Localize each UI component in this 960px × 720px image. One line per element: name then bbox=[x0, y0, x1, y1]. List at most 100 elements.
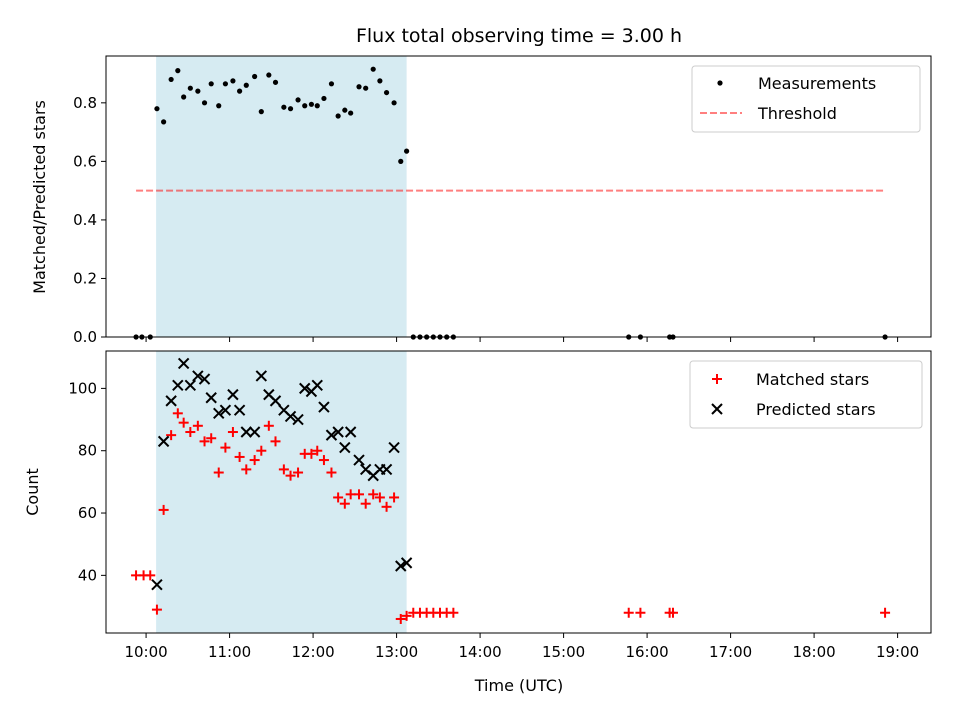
measurement-point bbox=[391, 100, 397, 106]
measurement-point bbox=[404, 148, 410, 154]
predicted-star-point bbox=[165, 395, 177, 407]
marker-stroke bbox=[339, 441, 351, 454]
matched-star-point bbox=[623, 607, 634, 618]
matched-star-point bbox=[145, 570, 156, 581]
measurement-point bbox=[237, 88, 243, 94]
measurement-point bbox=[230, 78, 236, 84]
measurement-point bbox=[181, 94, 187, 100]
predicted-star-point bbox=[311, 379, 323, 391]
measurement-point bbox=[168, 76, 174, 83]
matched-star-point bbox=[326, 467, 337, 478]
predicted-star-point bbox=[388, 441, 400, 454]
matched-star-point bbox=[192, 420, 203, 431]
bottom-y-tick-label: 80 bbox=[78, 442, 97, 460]
matched-star-point bbox=[249, 455, 260, 466]
matched-star-point bbox=[166, 430, 177, 441]
matched-star-point bbox=[285, 470, 296, 481]
top-legend: Measurements Threshold bbox=[691, 65, 921, 133]
marker-stroke bbox=[255, 370, 268, 382]
matched-star-point bbox=[263, 420, 274, 431]
measurement-point bbox=[195, 88, 201, 94]
predicted-star-point bbox=[318, 401, 330, 413]
marker-stroke bbox=[205, 392, 217, 404]
marker-stroke bbox=[219, 404, 232, 416]
matched-star-point bbox=[880, 607, 891, 618]
measurement-point bbox=[321, 95, 327, 102]
bottom-shaded-interval bbox=[156, 351, 407, 633]
top-plot-frame bbox=[105, 55, 932, 338]
matched-star-point bbox=[185, 427, 196, 438]
matched-star-point bbox=[256, 445, 267, 456]
matched-star-point bbox=[360, 498, 371, 509]
marker-stroke bbox=[353, 454, 365, 466]
marker-stroke bbox=[380, 463, 393, 476]
matched-star-point bbox=[389, 492, 400, 503]
marker-stroke bbox=[318, 401, 330, 413]
marker-stroke bbox=[325, 429, 338, 441]
marker-stroke bbox=[269, 395, 282, 407]
legend-predicted-marker bbox=[711, 403, 723, 415]
top-y-tick-label: 0.0 bbox=[73, 328, 97, 346]
legend-measurements-marker bbox=[717, 80, 723, 86]
matched-star-point bbox=[395, 613, 406, 624]
matched-star-point bbox=[306, 448, 317, 459]
predicted-star-point bbox=[284, 410, 297, 423]
matched-star-point bbox=[318, 455, 329, 466]
measurement-point bbox=[187, 85, 193, 91]
matched-star-point bbox=[172, 408, 183, 419]
x-tick-label: 16:00 bbox=[625, 643, 668, 661]
measurement-point bbox=[348, 110, 354, 116]
measurement-point bbox=[287, 106, 294, 112]
top-y-axis-label: Matched/Predicted stars bbox=[30, 100, 49, 294]
top-y-tick-label: 0.4 bbox=[73, 211, 97, 229]
bottom-plot-frame bbox=[105, 350, 932, 634]
legend-measurements-label: Measurements bbox=[758, 74, 876, 93]
matched-star-point bbox=[401, 610, 412, 621]
marker-stroke bbox=[213, 407, 225, 420]
x-tick-label: 15:00 bbox=[542, 643, 585, 661]
x-tick-label: 14:00 bbox=[458, 643, 501, 661]
predicted-star-point bbox=[157, 435, 170, 448]
marker-stroke bbox=[299, 382, 311, 395]
top-shaded-interval bbox=[156, 56, 407, 337]
marker-stroke bbox=[198, 373, 211, 385]
predicted-star-point bbox=[248, 426, 261, 438]
x-axis-label: Time (UTC) bbox=[474, 676, 563, 695]
x-tick-label: 18:00 bbox=[792, 643, 835, 661]
measurement-point bbox=[175, 68, 181, 74]
marker-stroke bbox=[233, 404, 246, 416]
measurement-point bbox=[356, 84, 362, 90]
predicted-star-point bbox=[177, 357, 190, 370]
x-tick-label: 13:00 bbox=[375, 643, 418, 661]
matched-star-point bbox=[213, 467, 224, 478]
marker-stroke bbox=[400, 557, 413, 569]
matched-star-point bbox=[234, 451, 245, 462]
legend-predicted-label: Predicted stars bbox=[756, 400, 876, 419]
chart-title: Flux total observing time = 3.00 h bbox=[356, 25, 682, 47]
measurement-point bbox=[328, 81, 335, 87]
predicted-star-point bbox=[219, 404, 232, 416]
matched-star-point bbox=[381, 501, 392, 512]
marker-stroke bbox=[248, 426, 261, 438]
measurement-point bbox=[308, 101, 315, 107]
matched-star-point bbox=[339, 498, 350, 509]
x-tick-label: 12:00 bbox=[291, 643, 334, 661]
marker-stroke bbox=[344, 426, 357, 438]
matched-star-point bbox=[151, 604, 162, 615]
matched-star-point bbox=[293, 467, 304, 478]
measurement-point bbox=[154, 106, 160, 112]
bottom-y-tick-label: 60 bbox=[78, 504, 97, 522]
measurement-point bbox=[216, 103, 222, 109]
predicted-star-point bbox=[353, 454, 365, 466]
matched-star-point bbox=[368, 489, 379, 500]
matched-star-point bbox=[220, 442, 231, 453]
top-y-tick-label: 0.8 bbox=[73, 94, 97, 112]
top-panel: 0.0 0.2 0.4 0.6 0.8 bbox=[73, 55, 932, 346]
matched-star-point bbox=[667, 607, 678, 618]
x-tick-label: 11:00 bbox=[208, 643, 251, 661]
measurement-point bbox=[314, 103, 320, 109]
measurement-point bbox=[281, 104, 287, 110]
marker-stroke bbox=[311, 379, 323, 391]
predicted-star-point bbox=[332, 426, 344, 438]
marker-stroke bbox=[278, 404, 290, 416]
